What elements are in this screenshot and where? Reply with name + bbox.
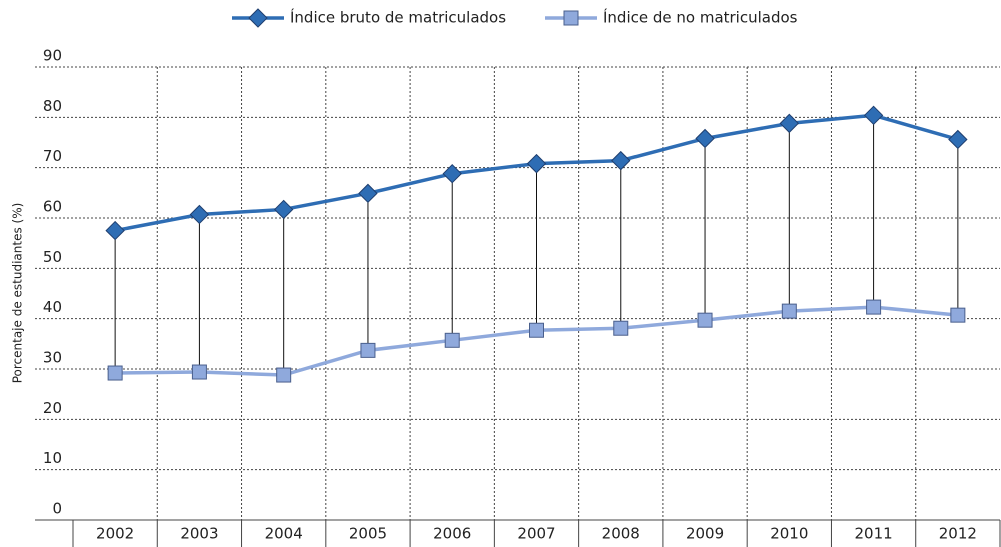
point (358, 183, 378, 204)
x-tick-label: 2009 (686, 525, 724, 543)
point (866, 299, 882, 315)
x-tick-label: 2003 (180, 525, 218, 543)
point (563, 10, 579, 26)
y-tick-label: 80 (43, 97, 62, 115)
point (695, 128, 715, 149)
x-tick-label: 2011 (854, 525, 892, 543)
point (360, 342, 376, 358)
point (248, 8, 268, 28)
point (276, 367, 292, 383)
y-tick-label: 70 (43, 147, 62, 165)
point (189, 204, 210, 225)
legend-label: Índice bruto de matriculados (290, 8, 506, 27)
legend-label: Índice de no matriculados (603, 8, 798, 27)
point (613, 320, 629, 336)
y-tick-label: 50 (43, 248, 62, 266)
y-axis-label: Porcentaje de estudiantes (%) (11, 203, 25, 384)
point (273, 199, 294, 220)
y-tick-label: 40 (43, 298, 62, 316)
point (863, 105, 884, 126)
point (444, 332, 460, 348)
point (526, 153, 547, 174)
x-tick-label: 2006 (433, 525, 471, 543)
point (781, 303, 797, 319)
point (105, 220, 125, 241)
y-tick-label: 30 (43, 349, 62, 367)
y-tick-label: 20 (43, 399, 62, 417)
x-tick-label: 2005 (349, 525, 387, 543)
y-tick-label: 0 (52, 500, 62, 518)
x-tick-label: 2007 (517, 525, 555, 543)
point (950, 307, 966, 323)
point (107, 365, 123, 381)
point (697, 312, 713, 328)
point (529, 322, 544, 338)
point (442, 163, 462, 184)
x-tick-label: 2008 (602, 525, 640, 543)
point (611, 150, 631, 171)
point (191, 364, 207, 380)
x-tick-label: 2002 (96, 525, 134, 543)
point (779, 113, 800, 134)
x-tick-label: 2010 (770, 525, 808, 543)
y-tick-label: 10 (43, 449, 62, 467)
x-tick-label: 2012 (939, 525, 977, 543)
point (948, 129, 968, 150)
y-tick-label: 60 (43, 198, 62, 216)
y-tick-label: 90 (43, 47, 62, 65)
x-tick-label: 2004 (265, 525, 303, 543)
